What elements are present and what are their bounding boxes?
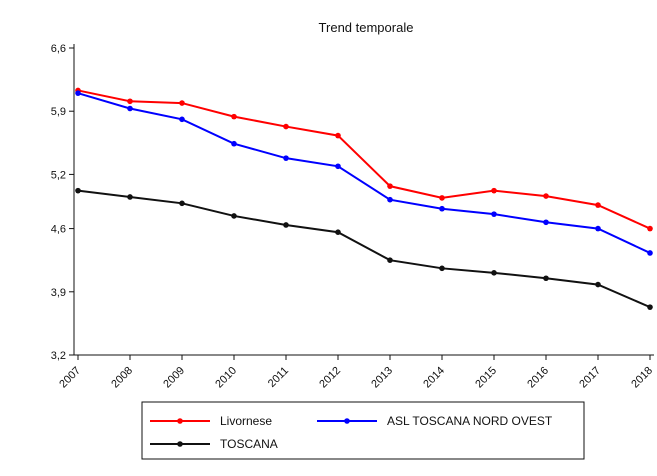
series-2 bbox=[75, 90, 653, 256]
data-point bbox=[647, 225, 653, 232]
data-point bbox=[179, 116, 185, 123]
x-tick-label: 2008 bbox=[109, 365, 135, 391]
legend: Livornese ASL TOSCANA NORD OVEST TOSCANA bbox=[141, 401, 585, 460]
data-point bbox=[335, 163, 341, 170]
data-point bbox=[231, 140, 237, 147]
y-tick-label: 3,9 bbox=[51, 287, 66, 299]
legend-swatch-marker bbox=[177, 418, 183, 424]
data-point bbox=[387, 183, 393, 189]
x-tick-label: 2009 bbox=[161, 365, 187, 391]
chart-title: Trend temporale bbox=[319, 20, 414, 35]
data-point bbox=[491, 211, 497, 217]
data-point bbox=[75, 90, 81, 96]
data-point bbox=[595, 281, 601, 288]
legend-label: TOSCANA bbox=[220, 437, 278, 451]
data-point bbox=[543, 219, 549, 226]
legend-box bbox=[141, 401, 585, 460]
data-point bbox=[439, 195, 445, 201]
y-tick-label: 5,2 bbox=[51, 169, 66, 181]
x-tick-label: 2014 bbox=[421, 365, 447, 391]
x-tick-label: 2015 bbox=[473, 365, 499, 391]
data-point bbox=[127, 98, 133, 105]
data-point bbox=[387, 257, 393, 263]
legend-item: Livornese bbox=[150, 414, 272, 428]
y-tick-label: 4,6 bbox=[51, 224, 66, 236]
x-tick-label: 2016 bbox=[525, 365, 551, 391]
series-line bbox=[77, 92, 651, 254]
data-point bbox=[283, 222, 289, 228]
data-point bbox=[335, 229, 341, 235]
y-tick-label: 3,2 bbox=[51, 350, 66, 362]
data-point bbox=[543, 275, 549, 282]
data-point bbox=[231, 113, 237, 120]
data-point bbox=[75, 187, 81, 194]
data-point bbox=[283, 123, 289, 130]
data-point bbox=[179, 200, 185, 207]
legend-swatch-marker bbox=[344, 418, 350, 424]
x-tick-label: 2012 bbox=[317, 365, 343, 391]
data-point bbox=[335, 132, 341, 139]
data-point bbox=[543, 193, 549, 199]
legend-item: ASL TOSCANA NORD OVEST bbox=[317, 414, 553, 428]
x-tick-label: 2007 bbox=[57, 365, 83, 391]
data-point bbox=[595, 225, 601, 232]
legend-label: Livornese bbox=[220, 414, 272, 428]
data-point bbox=[283, 155, 289, 161]
data-point bbox=[647, 304, 653, 310]
series-1 bbox=[75, 87, 653, 232]
x-tick-label: 2017 bbox=[577, 365, 603, 391]
data-point bbox=[439, 265, 445, 272]
data-point bbox=[491, 270, 497, 276]
series-3 bbox=[75, 187, 653, 310]
y-tick-label: 5,9 bbox=[51, 106, 66, 118]
data-point bbox=[491, 187, 497, 194]
x-tick-label: 2018 bbox=[629, 365, 655, 391]
legend-item: TOSCANA bbox=[150, 437, 278, 451]
data-point bbox=[127, 105, 133, 112]
series-line bbox=[77, 189, 651, 309]
series-line bbox=[77, 89, 651, 230]
x-tick-label: 2010 bbox=[213, 365, 239, 391]
y-tick-label: 6,6 bbox=[51, 43, 66, 55]
data-point bbox=[647, 250, 653, 256]
data-point bbox=[595, 202, 601, 208]
data-point bbox=[387, 196, 393, 203]
data-point bbox=[179, 100, 185, 106]
legend-swatch-marker bbox=[177, 441, 183, 447]
legend-label: ASL TOSCANA NORD OVEST bbox=[387, 414, 553, 428]
data-point bbox=[439, 205, 445, 212]
x-tick-label: 2011 bbox=[266, 365, 291, 390]
x-tick-label: 2013 bbox=[369, 365, 395, 391]
data-point bbox=[127, 194, 133, 200]
data-point bbox=[231, 213, 237, 219]
plot-area: 3,2 3,9 4,6 5,2 5,9 6,6 2007 2008 2009 2010 2011 20… bbox=[51, 43, 655, 390]
